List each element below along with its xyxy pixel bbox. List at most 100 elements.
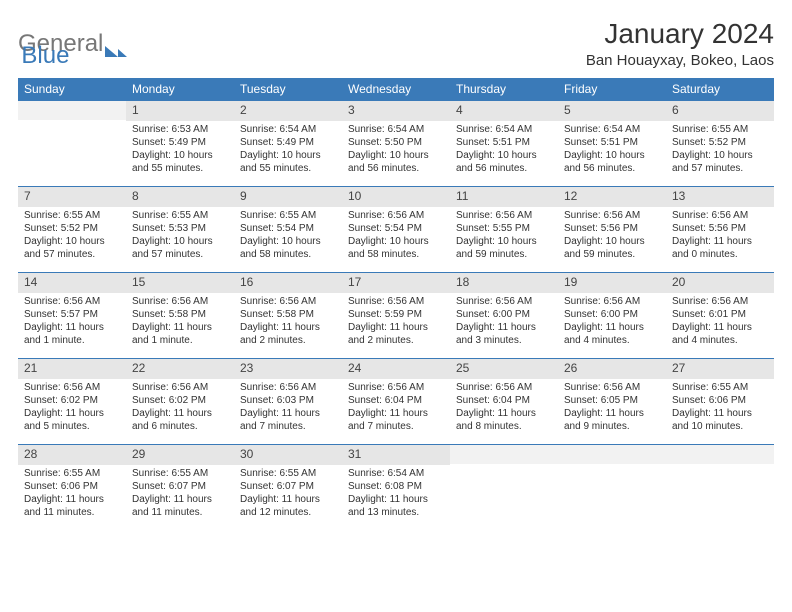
day-number: 21	[18, 358, 126, 379]
sunrise-text: Sunrise: 6:56 AM	[132, 295, 228, 308]
daylight-text: Daylight: 11 hours and 8 minutes.	[456, 407, 552, 433]
sunrise-text: Sunrise: 6:54 AM	[348, 467, 444, 480]
sunrise-text: Sunrise: 6:56 AM	[564, 295, 660, 308]
day-number: 4	[450, 100, 558, 121]
day-number: 9	[234, 186, 342, 207]
daylight-text: Daylight: 10 hours and 57 minutes.	[24, 235, 120, 261]
daylight-text: Daylight: 11 hours and 11 minutes.	[132, 493, 228, 519]
sunrise-text: Sunrise: 6:56 AM	[672, 209, 768, 222]
daylight-text: Daylight: 11 hours and 4 minutes.	[564, 321, 660, 347]
day-detail: Sunrise: 6:54 AMSunset: 5:49 PMDaylight:…	[234, 121, 342, 179]
sunset-text: Sunset: 5:55 PM	[456, 222, 552, 235]
day-detail: Sunrise: 6:56 AMSunset: 6:05 PMDaylight:…	[558, 379, 666, 437]
day-number: 27	[666, 358, 774, 379]
sunrise-text: Sunrise: 6:55 AM	[672, 381, 768, 394]
day-detail: Sunrise: 6:56 AMSunset: 6:03 PMDaylight:…	[234, 379, 342, 437]
day-number-empty	[558, 444, 666, 464]
day-detail: Sunrise: 6:56 AMSunset: 6:00 PMDaylight:…	[558, 293, 666, 351]
day-number: 10	[342, 186, 450, 207]
day-detail: Sunrise: 6:55 AMSunset: 6:06 PMDaylight:…	[18, 465, 126, 523]
day-number: 7	[18, 186, 126, 207]
day-number: 5	[558, 100, 666, 121]
calendar-table: Sunday Monday Tuesday Wednesday Thursday…	[18, 78, 774, 530]
day-detail: Sunrise: 6:54 AMSunset: 5:51 PMDaylight:…	[450, 121, 558, 179]
sunset-text: Sunset: 5:53 PM	[132, 222, 228, 235]
sunset-text: Sunset: 6:06 PM	[24, 480, 120, 493]
calendar-cell: 11Sunrise: 6:56 AMSunset: 5:55 PMDayligh…	[450, 186, 558, 272]
day-detail: Sunrise: 6:56 AMSunset: 6:02 PMDaylight:…	[126, 379, 234, 437]
calendar-cell: 6Sunrise: 6:55 AMSunset: 5:52 PMDaylight…	[666, 100, 774, 186]
daylight-text: Daylight: 11 hours and 6 minutes.	[132, 407, 228, 433]
sunrise-text: Sunrise: 6:55 AM	[240, 209, 336, 222]
sunset-text: Sunset: 5:51 PM	[564, 136, 660, 149]
month-title: January 2024	[586, 18, 774, 50]
sunset-text: Sunset: 5:56 PM	[672, 222, 768, 235]
calendar-cell: 29Sunrise: 6:55 AMSunset: 6:07 PMDayligh…	[126, 444, 234, 530]
day-detail: Sunrise: 6:56 AMSunset: 5:59 PMDaylight:…	[342, 293, 450, 351]
daylight-text: Daylight: 11 hours and 7 minutes.	[348, 407, 444, 433]
daylight-text: Daylight: 10 hours and 57 minutes.	[132, 235, 228, 261]
day-detail: Sunrise: 6:56 AMSunset: 6:01 PMDaylight:…	[666, 293, 774, 351]
sunset-text: Sunset: 5:56 PM	[564, 222, 660, 235]
title-block: January 2024 Ban Houayxay, Bokeo, Laos	[586, 18, 774, 69]
daylight-text: Daylight: 11 hours and 2 minutes.	[348, 321, 444, 347]
daylight-text: Daylight: 11 hours and 10 minutes.	[672, 407, 768, 433]
sunrise-text: Sunrise: 6:56 AM	[240, 381, 336, 394]
day-number: 31	[342, 444, 450, 465]
day-detail: Sunrise: 6:55 AMSunset: 5:52 PMDaylight:…	[666, 121, 774, 179]
sunset-text: Sunset: 6:07 PM	[240, 480, 336, 493]
location-text: Ban Houayxay, Bokeo, Laos	[586, 52, 774, 69]
calendar-cell: 31Sunrise: 6:54 AMSunset: 6:08 PMDayligh…	[342, 444, 450, 530]
daylight-text: Daylight: 10 hours and 58 minutes.	[240, 235, 336, 261]
daylight-text: Daylight: 11 hours and 9 minutes.	[564, 407, 660, 433]
calendar-cell: 1Sunrise: 6:53 AMSunset: 5:49 PMDaylight…	[126, 100, 234, 186]
calendar-cell: 20Sunrise: 6:56 AMSunset: 6:01 PMDayligh…	[666, 272, 774, 358]
sunrise-text: Sunrise: 6:54 AM	[240, 123, 336, 136]
calendar-cell: 15Sunrise: 6:56 AMSunset: 5:58 PMDayligh…	[126, 272, 234, 358]
day-label: Monday	[126, 78, 234, 100]
calendar-cell: 14Sunrise: 6:56 AMSunset: 5:57 PMDayligh…	[18, 272, 126, 358]
sunset-text: Sunset: 6:00 PM	[564, 308, 660, 321]
sunset-text: Sunset: 5:57 PM	[24, 308, 120, 321]
calendar-cell: 18Sunrise: 6:56 AMSunset: 6:00 PMDayligh…	[450, 272, 558, 358]
day-number: 20	[666, 272, 774, 293]
day-label: Wednesday	[342, 78, 450, 100]
daylight-text: Daylight: 10 hours and 59 minutes.	[564, 235, 660, 261]
calendar-cell: 22Sunrise: 6:56 AMSunset: 6:02 PMDayligh…	[126, 358, 234, 444]
day-number: 6	[666, 100, 774, 121]
logo: General Blue	[18, 18, 69, 70]
sunrise-text: Sunrise: 6:56 AM	[24, 295, 120, 308]
logo-triangle-icon	[105, 36, 127, 52]
day-detail: Sunrise: 6:54 AMSunset: 5:51 PMDaylight:…	[558, 121, 666, 179]
calendar-row: 14Sunrise: 6:56 AMSunset: 5:57 PMDayligh…	[18, 272, 774, 358]
sunrise-text: Sunrise: 6:54 AM	[348, 123, 444, 136]
sunrise-text: Sunrise: 6:56 AM	[456, 209, 552, 222]
day-detail: Sunrise: 6:55 AMSunset: 6:07 PMDaylight:…	[126, 465, 234, 523]
calendar-cell: 2Sunrise: 6:54 AMSunset: 5:49 PMDaylight…	[234, 100, 342, 186]
sunset-text: Sunset: 6:04 PM	[348, 394, 444, 407]
sunset-text: Sunset: 6:03 PM	[240, 394, 336, 407]
sunrise-text: Sunrise: 6:56 AM	[348, 209, 444, 222]
daylight-text: Daylight: 11 hours and 1 minute.	[132, 321, 228, 347]
day-number: 22	[126, 358, 234, 379]
calendar-cell: 4Sunrise: 6:54 AMSunset: 5:51 PMDaylight…	[450, 100, 558, 186]
day-detail: Sunrise: 6:56 AMSunset: 5:56 PMDaylight:…	[558, 207, 666, 265]
sunset-text: Sunset: 6:06 PM	[672, 394, 768, 407]
day-number: 11	[450, 186, 558, 207]
daylight-text: Daylight: 10 hours and 56 minutes.	[456, 149, 552, 175]
sunrise-text: Sunrise: 6:56 AM	[456, 295, 552, 308]
sunset-text: Sunset: 5:52 PM	[672, 136, 768, 149]
day-detail: Sunrise: 6:56 AMSunset: 5:57 PMDaylight:…	[18, 293, 126, 351]
calendar-cell: 10Sunrise: 6:56 AMSunset: 5:54 PMDayligh…	[342, 186, 450, 272]
day-number: 16	[234, 272, 342, 293]
sunset-text: Sunset: 6:01 PM	[672, 308, 768, 321]
calendar-cell	[558, 444, 666, 530]
calendar-row: 7Sunrise: 6:55 AMSunset: 5:52 PMDaylight…	[18, 186, 774, 272]
daylight-text: Daylight: 10 hours and 55 minutes.	[132, 149, 228, 175]
sunrise-text: Sunrise: 6:56 AM	[564, 209, 660, 222]
day-number: 3	[342, 100, 450, 121]
daylight-text: Daylight: 11 hours and 2 minutes.	[240, 321, 336, 347]
sunset-text: Sunset: 6:08 PM	[348, 480, 444, 493]
sunset-text: Sunset: 5:51 PM	[456, 136, 552, 149]
sunset-text: Sunset: 5:52 PM	[24, 222, 120, 235]
